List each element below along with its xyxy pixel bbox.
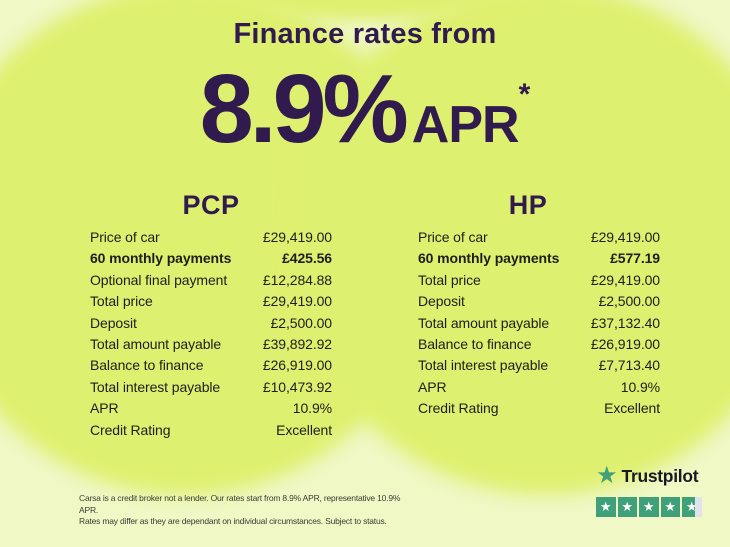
- row-label: Optional final payment: [90, 271, 228, 288]
- finance-row: Price of car £29,419.00: [418, 229, 660, 250]
- finance-row: APR 10.9%: [90, 400, 332, 421]
- row-value: 10.9%: [292, 400, 332, 417]
- rating-star-icon: ★: [685, 499, 698, 514]
- row-label: APR: [418, 378, 447, 395]
- row-label: Total amount payable: [418, 314, 550, 331]
- row-label: Price of car: [90, 229, 160, 245]
- rating-star-icon: ★: [621, 499, 634, 514]
- row-value: £12,284.88: [262, 271, 332, 288]
- row-value: £2,500.00: [598, 293, 660, 310]
- row-value: £577.19: [610, 250, 660, 267]
- row-label: Total interest payable: [418, 357, 549, 374]
- finance-row: Total price £29,419.00: [418, 272, 660, 293]
- row-label: Balance to finance: [418, 335, 532, 352]
- disclaimer-line-2: Rates may differ as they are dependant o…: [79, 516, 387, 526]
- row-label: Credit Rating: [418, 400, 499, 417]
- rate-asterisk: *: [518, 78, 531, 111]
- row-value: Excellent: [604, 400, 660, 417]
- finance-row: 60 monthly payments £577.19: [418, 250, 660, 271]
- finance-row: Total amount payable £37,132.40: [418, 315, 660, 336]
- finance-row: 60 monthly payments £425.56: [90, 250, 332, 271]
- row-label: 60 monthly payments: [418, 250, 560, 267]
- finance-row: Balance to finance £26,919.00: [90, 357, 332, 378]
- trustpilot-label: Trustpilot: [621, 465, 699, 486]
- finance-row: Price of car £29,419.00: [90, 229, 332, 250]
- trustpilot-star-icon: ★: [596, 462, 618, 489]
- trustpilot-logo: ★ Trustpilot: [596, 464, 702, 488]
- trustpilot-widget[interactable]: ★ Trustpilot ★ ★ ★ ★ ★: [596, 464, 702, 517]
- row-value: £7,713.40: [598, 357, 660, 374]
- disclaimer-text: Carsa is a credit broker not a lender. O…: [79, 493, 409, 528]
- row-label: Deposit: [418, 293, 465, 310]
- finance-row: Total amount payable £39,892.92: [90, 336, 332, 357]
- row-value: £29,419.00: [590, 271, 660, 288]
- row-label: Credit Rating: [90, 421, 171, 438]
- hp-table: Price of car £29,419.00 60 monthly payment…: [418, 229, 660, 422]
- row-value: £37,132.40: [590, 314, 660, 331]
- pcp-column-header: PCP: [182, 190, 240, 220]
- rating-star-box: ★: [682, 497, 702, 517]
- banner-title: Finance rates from: [233, 18, 497, 50]
- hp-column: HP Price of car £29,419.00 60 monthly paym…: [418, 190, 660, 422]
- hp-column-header: HP: [508, 190, 548, 220]
- row-label: Total amount payable: [90, 335, 222, 352]
- row-label: 60 monthly payments: [90, 250, 232, 267]
- row-value: £29,419.00: [262, 293, 332, 310]
- rating-star-box: ★: [660, 497, 680, 517]
- row-label: Total price: [418, 271, 481, 288]
- row-label: Total interest payable: [90, 378, 221, 395]
- finance-row: Deposit £2,500.00: [418, 293, 660, 314]
- row-label: Deposit: [90, 314, 137, 331]
- finance-row: Deposit £2,500.00: [90, 315, 332, 336]
- row-value: £10,473.92: [262, 378, 332, 395]
- row-value: £39,892.92: [262, 335, 332, 352]
- finance-row: Total interest payable £7,713.40: [418, 357, 660, 378]
- row-value: £2,500.00: [270, 314, 332, 331]
- finance-row: Credit Rating Excellent: [90, 422, 332, 443]
- row-value: £425.56: [282, 250, 332, 267]
- row-label: Balance to finance: [90, 357, 204, 374]
- row-value: 10.9%: [620, 378, 660, 395]
- rating-star-icon: ★: [664, 499, 677, 514]
- rating-star-icon: ★: [599, 499, 612, 514]
- rating-star-box: ★: [596, 497, 616, 517]
- row-value: Excellent: [276, 421, 332, 438]
- row-value: £26,919.00: [590, 335, 660, 352]
- rate-suffix: APR*: [411, 78, 531, 154]
- background-circle-right: [290, 0, 730, 495]
- rate-value: 8.9%: [199, 54, 409, 163]
- rating-star-box: ★: [639, 497, 659, 517]
- row-label: Total price: [90, 293, 153, 310]
- row-value: £29,419.00: [590, 229, 660, 245]
- disclaimer-line-1: Carsa is a credit broker not a lender. O…: [79, 493, 401, 515]
- headline-rate: 8.9% APR*: [0, 54, 730, 163]
- pcp-column: PCP Price of car £29,419.00 60 monthly pay…: [90, 190, 332, 443]
- finance-row: Balance to finance £26,919.00: [418, 336, 660, 357]
- finance-row: Total price £29,419.00: [90, 293, 332, 314]
- row-label: APR: [90, 400, 119, 417]
- pcp-table: Price of car £29,419.00 60 monthly payment…: [90, 229, 332, 443]
- row-value: £29,419.00: [262, 229, 332, 245]
- rating-star-box: ★: [617, 497, 637, 517]
- finance-row: Total interest payable £10,473.92: [90, 379, 332, 400]
- row-label: Price of car: [418, 229, 488, 245]
- finance-row: Credit Rating Excellent: [418, 400, 660, 421]
- rating-star-icon: ★: [642, 499, 655, 514]
- trustpilot-rating-stars: ★ ★ ★ ★ ★: [596, 497, 702, 517]
- rate-suffix-text: APR: [411, 96, 520, 154]
- row-value: £26,919.00: [262, 357, 332, 374]
- finance-row: APR 10.9%: [418, 379, 660, 400]
- finance-row: Optional final payment £12,284.88: [90, 272, 332, 293]
